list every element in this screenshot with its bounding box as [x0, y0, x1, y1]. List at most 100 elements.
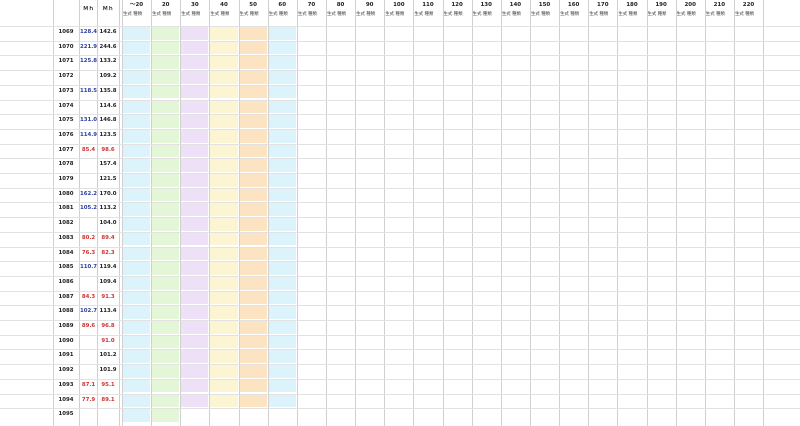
value-cell — [268, 232, 296, 246]
value-cell — [356, 56, 383, 69]
value-b: 113.4 — [99, 308, 117, 315]
value-cell — [123, 203, 151, 217]
row-number: 1075 — [58, 117, 74, 124]
grid-line — [151, 0, 153, 426]
grid-line — [588, 0, 590, 426]
value-cell — [210, 159, 238, 172]
column-header: 200 — [684, 2, 696, 8]
column-header: 130 — [480, 2, 492, 8]
column-subheader: 生式 種類 — [239, 12, 259, 17]
value-cell — [648, 42, 675, 55]
value-cell — [210, 365, 238, 378]
grid-line — [325, 0, 327, 426]
value-cell — [298, 71, 325, 84]
value-cell — [298, 262, 325, 275]
column-subheader: 生式 種類 — [472, 12, 492, 17]
value-a: 118.5 — [80, 87, 98, 94]
value-b: 89.1 — [101, 396, 115, 403]
value-cell — [327, 203, 354, 216]
value-cell — [385, 130, 412, 143]
value-cell — [210, 56, 238, 70]
value-cell — [210, 71, 238, 84]
value-cell — [356, 145, 383, 158]
value-cell — [152, 85, 180, 99]
value-cell — [152, 306, 180, 319]
value-a: 77.9 — [81, 396, 96, 403]
value-cell — [210, 291, 238, 305]
grid-line — [122, 0, 123, 426]
value-cell — [268, 365, 296, 378]
value-b: 96.8 — [101, 323, 115, 329]
value-cell — [268, 188, 296, 202]
value-cell — [210, 350, 238, 364]
value-cell — [298, 350, 325, 363]
value-cell — [327, 306, 354, 319]
value-a: 162.2 — [80, 190, 98, 197]
value-cell — [356, 321, 383, 334]
value-cell — [327, 218, 354, 231]
value-b: 95.1 — [101, 381, 115, 388]
value-cell — [268, 115, 296, 128]
value-cell — [123, 41, 151, 55]
value-b: 109.4 — [99, 278, 117, 285]
value-cell — [327, 189, 354, 202]
row-line — [0, 320, 800, 321]
value-cell — [268, 100, 296, 114]
row-number: 1081 — [58, 205, 74, 212]
value-cell — [327, 350, 354, 363]
row-line — [0, 202, 800, 204]
column-subheader: 生式 種類 — [268, 12, 288, 17]
grid-line — [471, 0, 473, 426]
row-line — [0, 349, 800, 351]
value-cell — [239, 291, 267, 305]
value-cell — [414, 27, 441, 40]
value-cell — [473, 115, 500, 128]
value-cell — [327, 86, 354, 99]
value-cell — [152, 409, 180, 422]
column-header: 20 — [161, 2, 170, 8]
value-cell — [414, 174, 441, 187]
row-number: 1085 — [58, 264, 74, 271]
value-b: 119.4 — [99, 264, 117, 271]
value-cell — [181, 394, 209, 408]
row-number: 1090 — [58, 337, 74, 344]
value-cell — [123, 262, 151, 275]
value-cell — [327, 395, 354, 408]
value-cell — [239, 144, 267, 158]
value-cell — [239, 203, 267, 217]
value-cell — [181, 85, 209, 99]
value-cell — [385, 115, 412, 128]
value-cell — [152, 276, 180, 290]
grid-line — [296, 0, 298, 426]
row-number: 1076 — [58, 131, 74, 138]
value-cell — [268, 85, 296, 99]
value-cell — [268, 291, 296, 305]
value-cell — [502, 159, 529, 172]
value-cell — [385, 262, 412, 275]
value-cell — [385, 101, 412, 114]
value-cell — [298, 203, 325, 216]
row-line — [0, 128, 800, 130]
column-header: 170 — [597, 2, 609, 8]
grid-line — [500, 0, 502, 426]
value-cell — [239, 306, 267, 319]
value-cell — [123, 321, 151, 334]
column-header: 180 — [626, 2, 638, 8]
value-b: 98.6 — [101, 146, 115, 153]
column-subheader: 生式 種類 — [385, 12, 405, 17]
value-cell — [385, 27, 412, 40]
value-a: 110.7 — [80, 264, 98, 271]
value-cell — [298, 395, 325, 408]
value-cell — [298, 336, 325, 349]
value-cell — [123, 174, 151, 187]
value-cell — [210, 218, 238, 231]
value-b: 109.2 — [99, 73, 117, 80]
value-cell — [123, 71, 151, 84]
row-line — [0, 217, 800, 219]
value-cell — [356, 380, 383, 393]
row-number: 1070 — [58, 43, 74, 50]
value-cell — [268, 159, 296, 172]
value-b: 244.6 — [99, 43, 117, 50]
value-cell — [181, 350, 209, 364]
value-cell — [181, 188, 209, 202]
